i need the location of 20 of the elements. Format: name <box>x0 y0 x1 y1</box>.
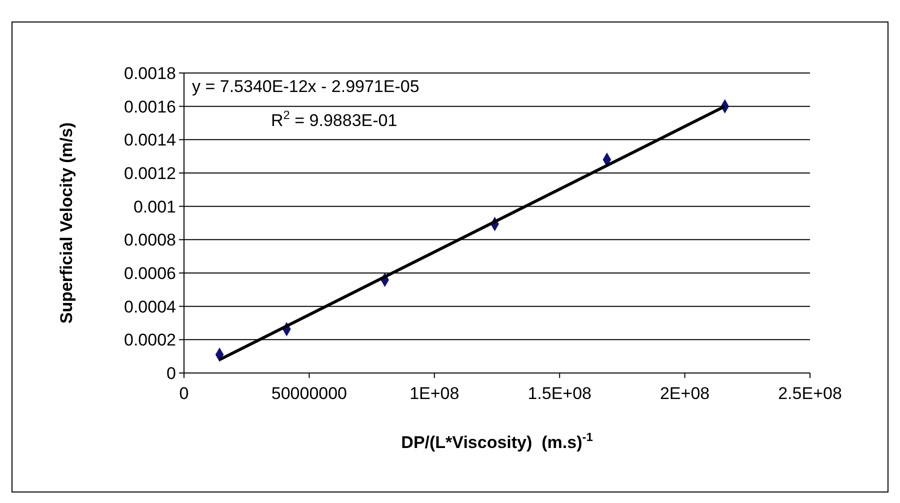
y-tick-label: 0.0002 <box>124 330 176 350</box>
x-tick-label: 1E+08 <box>410 384 460 403</box>
x-tick-label: 2.5E+08 <box>778 384 842 403</box>
x-tick-label: 0 <box>179 384 189 403</box>
x-axis-title: DP/(L*Viscosity) (m.s)$^{-1}$ <box>401 430 594 452</box>
x-tick-label: 1.5E+08 <box>528 384 592 403</box>
y-tick-label: 0.0008 <box>124 230 176 250</box>
y-tick-label: 0.0016 <box>124 97 176 116</box>
annotation: y = 7.5340E-12x - 2.9971E-05 <box>192 77 420 96</box>
y-tick-label: 0 <box>166 364 176 383</box>
y-tick-label: 0.0014 <box>124 130 176 150</box>
y-tick-label: 0.0012 <box>124 164 176 183</box>
y-tick-label: 0.0006 <box>124 264 176 283</box>
y-tick-label: 0.001 <box>133 197 176 216</box>
x-tick-label: 2E+08 <box>660 384 710 403</box>
x-tick-label: 50000000 <box>271 384 348 403</box>
y-tick-label: 0.0018 <box>124 64 176 83</box>
y-tick-label: 0.0004 <box>124 297 176 316</box>
y-axis-title: Superficial Velocity (m/s) <box>57 122 76 324</box>
annotation: R$^{2}$ = 9.9883E-01 <box>271 108 398 130</box>
